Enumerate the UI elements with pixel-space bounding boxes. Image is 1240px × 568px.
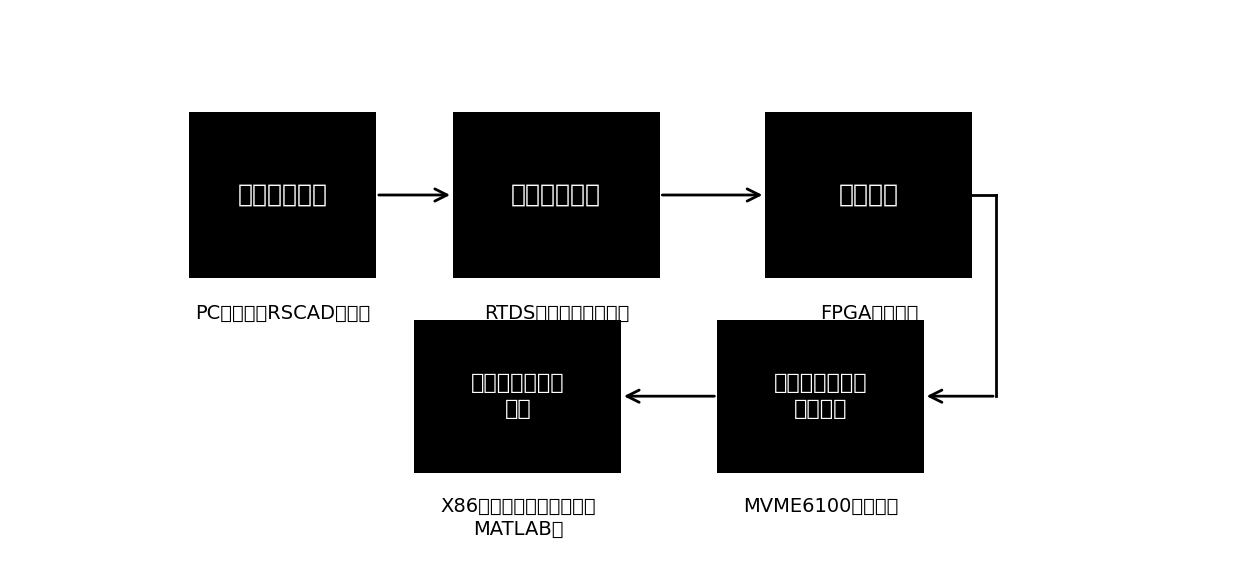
Text: 通讯模块: 通讯模块 [838, 183, 899, 207]
Text: 模型生成模块: 模型生成模块 [237, 183, 327, 207]
Text: 运行微网模型: 运行微网模型 [511, 183, 601, 207]
Bar [717, 320, 924, 473]
Text: 监控与预测算法
模块: 监控与预测算法 模块 [471, 373, 564, 419]
Text: FPGA通讯板卡: FPGA通讯板卡 [820, 304, 918, 323]
Bar [188, 112, 376, 278]
Text: X86架构板卡（组态软件与
MATLAB）: X86架构板卡（组态软件与 MATLAB） [440, 497, 596, 539]
Text: PC端（运行RSCAD软件）: PC端（运行RSCAD软件） [195, 304, 371, 323]
Bar [765, 112, 972, 278]
Text: MVME6100控制板卡: MVME6100控制板卡 [743, 497, 899, 516]
Bar [414, 320, 621, 473]
Text: 数据处理及算法
编程模块: 数据处理及算法 编程模块 [774, 373, 867, 419]
Text: RTDS实时数字仿真系统: RTDS实时数字仿真系统 [484, 304, 630, 323]
Bar [453, 112, 660, 278]
